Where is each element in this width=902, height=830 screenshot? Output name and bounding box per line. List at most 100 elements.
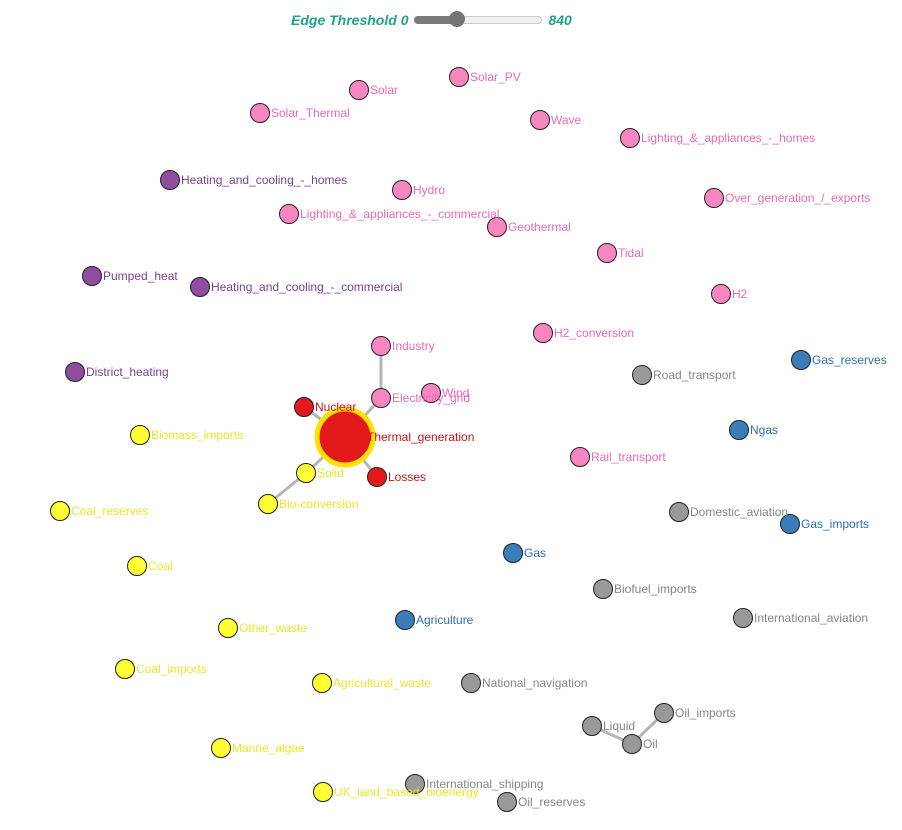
- node-circle[interactable]: [392, 180, 412, 200]
- node-circle[interactable]: [250, 103, 270, 123]
- node-solar-pv[interactable]: [449, 67, 469, 87]
- node-national-navigation[interactable]: [461, 673, 481, 693]
- node-circle[interactable]: [160, 170, 180, 190]
- node-biofuel-imports[interactable]: [593, 579, 613, 599]
- node-wind[interactable]: [421, 383, 441, 403]
- node-wave[interactable]: [530, 110, 550, 130]
- node-label: Coal_reserves: [71, 504, 148, 518]
- node-international-aviation[interactable]: [733, 608, 753, 628]
- node-liquid[interactable]: [582, 716, 602, 736]
- node-road-transport[interactable]: [632, 365, 652, 385]
- node-gas-imports[interactable]: [780, 514, 800, 534]
- node-hydro[interactable]: [392, 180, 412, 200]
- node-circle[interactable]: [654, 703, 674, 723]
- node-losses[interactable]: [367, 467, 387, 487]
- node-circle[interactable]: [218, 618, 238, 638]
- node-circle[interactable]: [82, 266, 102, 286]
- node-over-generation[interactable]: [704, 188, 724, 208]
- node-coal-imports[interactable]: [115, 659, 135, 679]
- node-circle[interactable]: [258, 494, 278, 514]
- node-nuclear[interactable]: [294, 397, 314, 417]
- slider-thumb[interactable]: [448, 11, 465, 27]
- node-other-waste[interactable]: [218, 618, 238, 638]
- node-rail-transport[interactable]: [570, 447, 590, 467]
- node-gas-reserves[interactable]: [791, 350, 811, 370]
- node-coal-reserves[interactable]: [50, 501, 70, 521]
- node-circle[interactable]: [421, 383, 441, 403]
- node-circle[interactable]: [622, 734, 642, 754]
- node-circle[interactable]: [294, 397, 314, 417]
- node-circle[interactable]: [371, 388, 391, 408]
- node-h2[interactable]: [711, 284, 731, 304]
- node-lighting-commercial[interactable]: [279, 204, 299, 224]
- node-circle[interactable]: [449, 67, 469, 87]
- node-ngas[interactable]: [729, 420, 749, 440]
- node-lighting-homes[interactable]: [620, 128, 640, 148]
- node-circle[interactable]: [503, 543, 523, 563]
- node-circle[interactable]: [395, 610, 415, 630]
- node-circle[interactable]: [130, 425, 150, 445]
- node-uk-land-based-bioenergy[interactable]: [313, 782, 333, 802]
- node-district-heating[interactable]: [65, 362, 85, 382]
- node-coal[interactable]: [127, 556, 147, 576]
- edge-threshold-slider[interactable]: [414, 10, 543, 30]
- node-circle[interactable]: [349, 80, 369, 100]
- node-gas[interactable]: [503, 543, 523, 563]
- node-circle[interactable]: [620, 128, 640, 148]
- node-circle[interactable]: [533, 323, 553, 343]
- node-circle[interactable]: [729, 420, 749, 440]
- node-circle[interactable]: [296, 463, 316, 483]
- node-circle[interactable]: [461, 673, 481, 693]
- node-circle[interactable]: [487, 217, 507, 237]
- node-oil-imports[interactable]: [654, 703, 674, 723]
- node-domestic-aviation[interactable]: [669, 502, 689, 522]
- node-circle[interactable]: [65, 362, 85, 382]
- node-circle[interactable]: [597, 243, 617, 263]
- node-oil-reserves[interactable]: [497, 792, 517, 812]
- node-circle[interactable]: [780, 514, 800, 534]
- node-heating-commercial[interactable]: [190, 277, 210, 297]
- node-solid[interactable]: [296, 463, 316, 483]
- node-pumped-heat[interactable]: [82, 266, 102, 286]
- node-circle[interactable]: [530, 110, 550, 130]
- node-oil[interactable]: [622, 734, 642, 754]
- node-circle[interactable]: [211, 738, 231, 758]
- node-circle[interactable]: [791, 350, 811, 370]
- node-solar-thermal[interactable]: [250, 103, 270, 123]
- node-circle[interactable]: [669, 502, 689, 522]
- node-circle[interactable]: [711, 284, 731, 304]
- node-circle[interactable]: [367, 467, 387, 487]
- node-circle[interactable]: [371, 336, 391, 356]
- node-circle[interactable]: [313, 782, 333, 802]
- node-international-shipping[interactable]: [405, 774, 425, 794]
- node-solar[interactable]: [349, 80, 369, 100]
- node-tidal[interactable]: [597, 243, 617, 263]
- node-circle[interactable]: [570, 447, 590, 467]
- node-h2-conversion[interactable]: [533, 323, 553, 343]
- node-circle[interactable]: [314, 406, 376, 468]
- node-geothermal[interactable]: [487, 217, 507, 237]
- node-electricity-grid[interactable]: [371, 388, 391, 408]
- node-marine-algae[interactable]: [211, 738, 231, 758]
- node-circle[interactable]: [704, 188, 724, 208]
- node-circle[interactable]: [733, 608, 753, 628]
- node-bio-conversion[interactable]: [258, 494, 278, 514]
- node-thermal-generation[interactable]: [314, 406, 376, 468]
- node-label: National_navigation: [482, 676, 587, 690]
- node-circle[interactable]: [115, 659, 135, 679]
- node-circle[interactable]: [190, 277, 210, 297]
- node-circle[interactable]: [632, 365, 652, 385]
- node-agricultural-waste[interactable]: [312, 673, 332, 693]
- node-biomass-imports[interactable]: [130, 425, 150, 445]
- node-circle[interactable]: [312, 673, 332, 693]
- node-heating-homes[interactable]: [160, 170, 180, 190]
- node-circle[interactable]: [50, 501, 70, 521]
- node-agriculture[interactable]: [395, 610, 415, 630]
- node-industry[interactable]: [371, 336, 391, 356]
- node-circle[interactable]: [593, 579, 613, 599]
- node-circle[interactable]: [127, 556, 147, 576]
- node-circle[interactable]: [497, 792, 517, 812]
- node-circle[interactable]: [279, 204, 299, 224]
- node-circle[interactable]: [405, 774, 425, 794]
- node-circle[interactable]: [582, 716, 602, 736]
